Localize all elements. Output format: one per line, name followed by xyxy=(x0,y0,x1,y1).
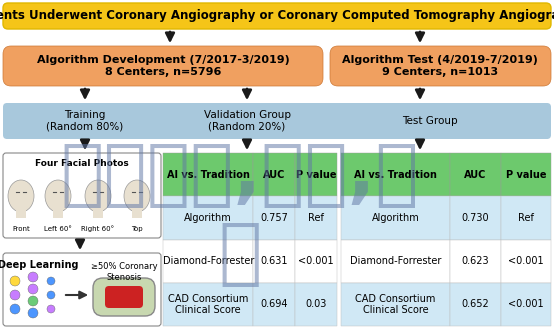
FancyBboxPatch shape xyxy=(450,196,501,240)
FancyBboxPatch shape xyxy=(330,46,551,86)
Text: 红酒酒款,酒款,制
作: 红酒酒款,酒款,制 作 xyxy=(61,141,419,289)
FancyBboxPatch shape xyxy=(163,283,254,326)
Ellipse shape xyxy=(45,180,71,212)
Text: Diamond-Forrester: Diamond-Forrester xyxy=(350,256,442,266)
FancyBboxPatch shape xyxy=(501,240,551,283)
Text: P value: P value xyxy=(296,169,336,180)
Text: Validation Group
(Random 20%): Validation Group (Random 20%) xyxy=(203,110,290,132)
FancyBboxPatch shape xyxy=(341,153,450,196)
FancyBboxPatch shape xyxy=(132,210,142,218)
FancyBboxPatch shape xyxy=(450,153,501,196)
FancyBboxPatch shape xyxy=(254,283,295,326)
Text: Front: Front xyxy=(12,226,30,232)
Text: Algorithm Test (4/2019-7/2019)
9 Centers, n=1013: Algorithm Test (4/2019-7/2019) 9 Centers… xyxy=(342,55,538,77)
FancyBboxPatch shape xyxy=(341,196,450,240)
Text: Left 60°: Left 60° xyxy=(44,226,72,232)
Circle shape xyxy=(47,305,55,313)
Text: 0.694: 0.694 xyxy=(260,299,288,309)
Text: Ref: Ref xyxy=(518,213,534,223)
Text: AUC: AUC xyxy=(464,169,486,180)
Text: Deep Learning: Deep Learning xyxy=(0,260,78,270)
FancyBboxPatch shape xyxy=(3,3,551,29)
Circle shape xyxy=(47,291,55,299)
Text: Algorithm: Algorithm xyxy=(372,213,419,223)
FancyBboxPatch shape xyxy=(501,153,551,196)
Text: Patients Underwent Coronary Angiography or Coronary Computed Tomography Angiogra: Patients Underwent Coronary Angiography … xyxy=(0,10,554,23)
Circle shape xyxy=(10,304,20,314)
FancyBboxPatch shape xyxy=(295,240,337,283)
Text: Ref: Ref xyxy=(308,213,324,223)
Circle shape xyxy=(28,296,38,306)
Text: AI vs. Tradition: AI vs. Tradition xyxy=(167,169,250,180)
FancyBboxPatch shape xyxy=(295,196,337,240)
FancyBboxPatch shape xyxy=(341,283,450,326)
Circle shape xyxy=(10,290,20,300)
Text: Test Group: Test Group xyxy=(402,116,458,126)
Text: Top: Top xyxy=(131,226,143,232)
Text: AI vs. Tradition: AI vs. Tradition xyxy=(354,169,437,180)
FancyBboxPatch shape xyxy=(163,153,254,196)
FancyBboxPatch shape xyxy=(3,103,551,139)
Text: <0.001: <0.001 xyxy=(508,256,543,266)
Circle shape xyxy=(28,308,38,318)
FancyBboxPatch shape xyxy=(295,153,337,196)
FancyBboxPatch shape xyxy=(163,196,254,240)
FancyBboxPatch shape xyxy=(254,240,295,283)
Text: 0.730: 0.730 xyxy=(461,213,489,223)
Ellipse shape xyxy=(124,180,150,212)
Text: CAD Consortium
Clinical Score: CAD Consortium Clinical Score xyxy=(168,294,248,315)
Text: AUC: AUC xyxy=(263,169,285,180)
FancyBboxPatch shape xyxy=(501,196,551,240)
FancyBboxPatch shape xyxy=(105,286,143,308)
Text: ≥50% Coronary
Stenosis: ≥50% Coronary Stenosis xyxy=(91,262,157,282)
Text: 0.03: 0.03 xyxy=(305,299,327,309)
FancyBboxPatch shape xyxy=(450,240,501,283)
Text: <0.001: <0.001 xyxy=(508,299,543,309)
Circle shape xyxy=(28,284,38,294)
FancyBboxPatch shape xyxy=(341,240,450,283)
Text: Diamond-Forrester: Diamond-Forrester xyxy=(162,256,254,266)
Text: Training
(Random 80%): Training (Random 80%) xyxy=(47,110,124,132)
FancyBboxPatch shape xyxy=(254,196,295,240)
Circle shape xyxy=(10,276,20,286)
Text: CAD Consortium
Clinical Score: CAD Consortium Clinical Score xyxy=(356,294,436,315)
FancyBboxPatch shape xyxy=(93,278,155,316)
FancyBboxPatch shape xyxy=(16,210,26,218)
FancyBboxPatch shape xyxy=(3,153,161,238)
FancyBboxPatch shape xyxy=(163,240,254,283)
FancyBboxPatch shape xyxy=(254,153,295,196)
Text: <0.001: <0.001 xyxy=(298,256,334,266)
Text: 0.631: 0.631 xyxy=(260,256,288,266)
Text: 0.623: 0.623 xyxy=(461,256,489,266)
Text: 0.652: 0.652 xyxy=(461,299,489,309)
Text: Algorithm Development (7/2017-3/2019)
8 Centers, n=5796: Algorithm Development (7/2017-3/2019) 8 … xyxy=(37,55,289,77)
Text: Four Facial Photos: Four Facial Photos xyxy=(35,159,129,167)
FancyBboxPatch shape xyxy=(450,283,501,326)
Text: Right 60°: Right 60° xyxy=(81,226,115,232)
FancyBboxPatch shape xyxy=(3,253,161,326)
FancyBboxPatch shape xyxy=(501,283,551,326)
Circle shape xyxy=(47,277,55,285)
Ellipse shape xyxy=(8,180,34,212)
Circle shape xyxy=(28,272,38,282)
FancyBboxPatch shape xyxy=(3,46,323,86)
Text: Algorithm: Algorithm xyxy=(184,213,232,223)
FancyBboxPatch shape xyxy=(53,210,63,218)
Text: 0.757: 0.757 xyxy=(260,213,288,223)
Text: P value: P value xyxy=(506,169,546,180)
FancyBboxPatch shape xyxy=(295,283,337,326)
FancyBboxPatch shape xyxy=(93,210,103,218)
Ellipse shape xyxy=(85,180,111,212)
